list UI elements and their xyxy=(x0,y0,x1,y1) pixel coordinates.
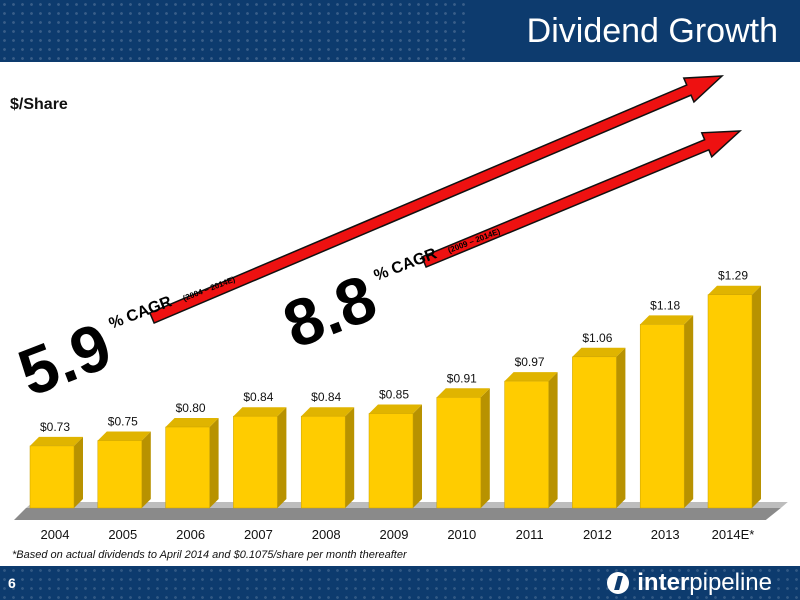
bar xyxy=(29,436,83,509)
data-label: $1.18 xyxy=(650,298,680,312)
bar-top xyxy=(301,407,355,417)
bar-side xyxy=(277,407,287,508)
footer-bar: 6 interpipeline xyxy=(0,566,800,600)
bar-top xyxy=(640,315,694,325)
bar-front xyxy=(233,415,278,509)
bar-front xyxy=(572,356,617,509)
bar-top xyxy=(233,407,287,417)
bar-front xyxy=(165,426,210,509)
bar-side xyxy=(209,418,219,508)
bar-side xyxy=(752,285,761,508)
bar xyxy=(233,407,287,509)
x-tick-label: 2004 xyxy=(41,527,70,542)
logo-text-bold: inter xyxy=(637,569,690,596)
bar xyxy=(504,372,558,509)
data-label: $0.84 xyxy=(311,390,341,404)
bar-top xyxy=(504,372,558,382)
bar-side xyxy=(413,404,422,508)
cagr-long-value: 5.9 xyxy=(8,308,120,410)
bar-side xyxy=(141,431,151,508)
x-tick-label: 2009 xyxy=(380,527,409,542)
bar xyxy=(165,418,219,509)
bar-side xyxy=(480,388,490,508)
data-label: $0.84 xyxy=(243,390,273,404)
x-tick-label: 2005 xyxy=(108,527,137,542)
bar-front xyxy=(368,413,414,509)
cagr-short-value: 8.8 xyxy=(273,260,385,362)
bar xyxy=(436,388,490,509)
data-label: $0.75 xyxy=(108,415,138,429)
header-bar: Dividend Growth xyxy=(0,0,800,62)
footnote: *Based on actual dividends to April 2014… xyxy=(12,549,407,561)
cagr-short-arrow xyxy=(420,130,743,269)
bar-front xyxy=(436,397,482,509)
bar xyxy=(368,404,422,509)
data-label: $0.73 xyxy=(40,420,70,434)
bar-top xyxy=(165,418,219,427)
bar-top xyxy=(30,436,83,446)
x-tick-label: 2011 xyxy=(516,527,544,542)
bar-front xyxy=(707,294,753,509)
x-tick-label: 2012 xyxy=(583,527,612,542)
page-title: Dividend Growth xyxy=(526,12,778,50)
bar xyxy=(97,431,151,509)
page-number: 6 xyxy=(8,575,16,591)
data-label: $1.29 xyxy=(718,269,748,283)
bar-side xyxy=(74,436,83,508)
cagr-short-period: (2009 – 2014E) xyxy=(447,227,502,255)
x-tick-label: 2008 xyxy=(312,527,341,542)
title-box: Dividend Growth xyxy=(470,0,800,62)
x-tick-label: 2013 xyxy=(651,527,680,542)
bar-top xyxy=(708,285,761,295)
bar xyxy=(707,285,761,509)
data-label: $0.80 xyxy=(176,401,206,415)
bar-top xyxy=(436,388,490,398)
bar xyxy=(639,315,694,509)
bar-top xyxy=(97,431,151,441)
bar-front xyxy=(300,415,346,509)
bar-front xyxy=(639,324,685,509)
arrow-shape xyxy=(420,130,743,269)
logo-icon xyxy=(607,572,630,594)
cagr-short-annotation: 8.8% CAGR(2009 – 2014E) xyxy=(273,227,502,362)
cagr-long-annotation: 5.9% CAGR(2004 – 2014E) xyxy=(8,275,236,410)
bar-side xyxy=(616,347,626,508)
y-axis-label: $/Share xyxy=(10,96,68,113)
bar-top xyxy=(572,347,626,357)
bar-side xyxy=(684,315,694,508)
bar-front xyxy=(504,380,549,509)
bar-top xyxy=(369,404,422,414)
company-logo: interpipeline xyxy=(607,569,772,597)
x-tick-label: 2014E* xyxy=(712,527,755,542)
arrow-shape xyxy=(148,75,725,325)
data-label: $0.85 xyxy=(379,388,409,402)
data-label: $1.06 xyxy=(582,331,612,345)
x-tick-label: 2007 xyxy=(244,527,273,542)
data-label: $0.97 xyxy=(515,355,545,369)
bar-side xyxy=(548,372,558,508)
data-label: $0.91 xyxy=(447,371,477,385)
x-tick-label: 2010 xyxy=(447,527,476,542)
bar xyxy=(572,347,626,509)
chart-floor xyxy=(14,508,781,520)
bar xyxy=(300,407,355,509)
bar-side xyxy=(345,407,355,508)
x-tick-label: 2006 xyxy=(176,527,205,542)
cagr-long-arrow xyxy=(148,75,725,325)
bar-front xyxy=(29,445,75,509)
bar-front xyxy=(97,440,143,509)
logo-text-regular: pipeline xyxy=(689,569,772,596)
